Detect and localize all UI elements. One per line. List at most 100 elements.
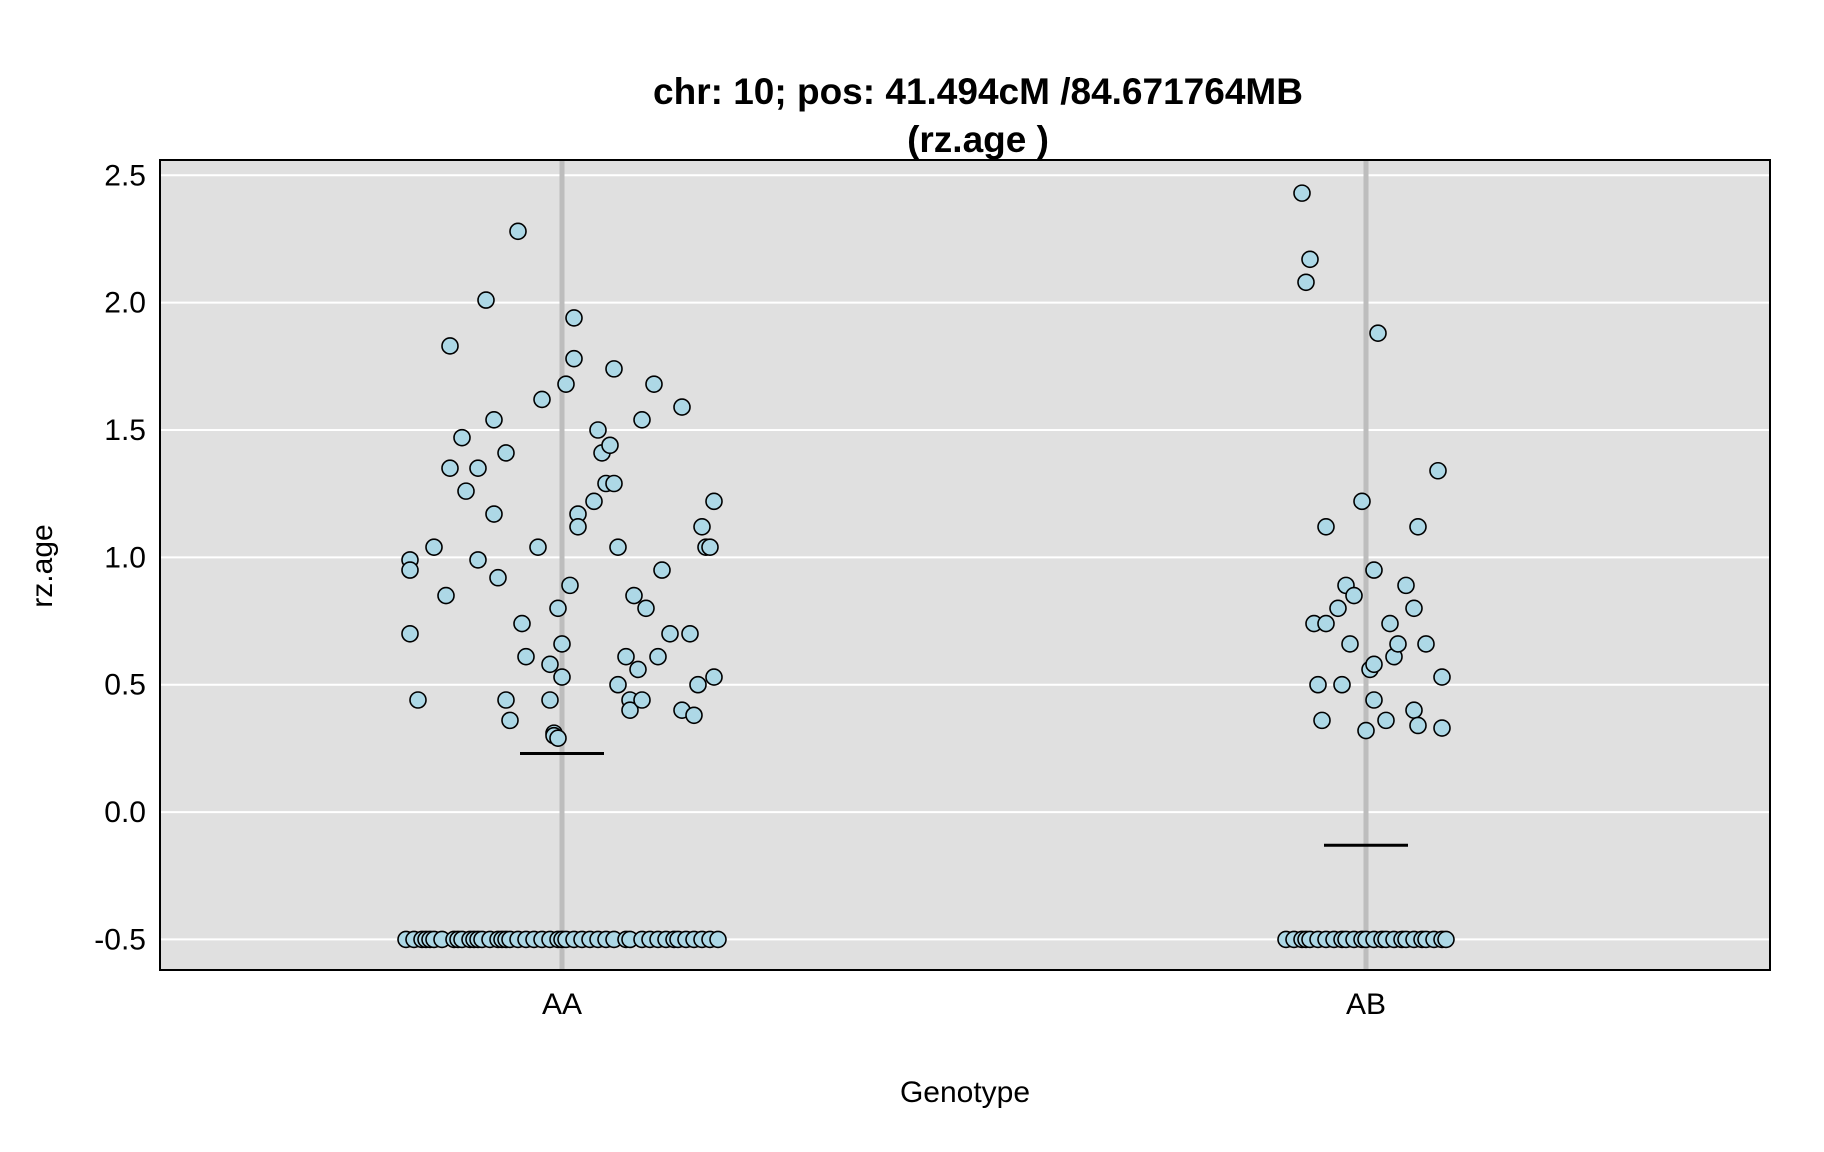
data-point <box>1341 635 1359 653</box>
data-point <box>1381 614 1399 633</box>
data-point <box>1389 635 1407 653</box>
category-lines <box>559 160 1369 970</box>
data-point <box>1377 711 1395 730</box>
data-point <box>693 517 711 536</box>
x-tick-labels: AA AB <box>542 988 1386 1021</box>
data-point <box>1293 184 1311 202</box>
data-point <box>457 482 475 500</box>
data-point <box>1333 675 1351 694</box>
data-point <box>441 337 459 355</box>
y-tick-label: -0.5 <box>94 923 146 956</box>
data-point <box>673 398 691 416</box>
data-point <box>569 517 587 536</box>
data-point <box>685 706 703 725</box>
x-axis-label: Genotype <box>900 1076 1030 1109</box>
y-tick-label: 2.5 <box>104 159 146 192</box>
data-point <box>557 375 575 393</box>
y-axis-label: rz.age <box>26 524 59 607</box>
data-point <box>453 428 471 447</box>
data-point <box>1437 930 1455 949</box>
data-point <box>425 538 443 556</box>
chart-title-line2: (rz.age ) <box>907 119 1049 160</box>
data-point <box>1317 614 1335 633</box>
data-point <box>553 635 571 653</box>
data-point <box>501 711 519 730</box>
data-point <box>497 691 515 709</box>
data-point <box>1433 719 1451 737</box>
grid-lines <box>160 174 1770 941</box>
data-point <box>653 561 671 579</box>
data-point <box>401 561 419 579</box>
data-point <box>709 930 727 949</box>
data-point <box>1345 586 1363 605</box>
data-point <box>649 647 667 666</box>
x-tick-label: AB <box>1346 988 1386 1021</box>
data-point <box>1365 691 1383 709</box>
data-point <box>705 492 723 511</box>
data-point <box>605 360 623 378</box>
data-point <box>541 691 559 709</box>
data-point <box>661 624 679 643</box>
data-point <box>485 411 503 429</box>
data-point <box>533 390 551 409</box>
data-point <box>585 492 603 511</box>
data-point <box>437 586 455 605</box>
data-point <box>1417 635 1435 653</box>
plot-panel <box>160 160 1770 970</box>
data-point <box>689 675 707 694</box>
y-tick-label: 1.5 <box>104 414 146 447</box>
y-tick-label: 0.0 <box>104 796 146 829</box>
data-point <box>485 505 503 523</box>
data-point <box>1353 492 1371 511</box>
y-tick-label: 1.0 <box>104 541 146 574</box>
data-point <box>409 691 427 709</box>
data-point <box>561 576 579 595</box>
data-point <box>609 538 627 556</box>
data-point <box>701 538 719 556</box>
data-point <box>1397 576 1415 595</box>
data-point <box>1317 517 1335 536</box>
data-point <box>513 614 531 633</box>
data-point <box>509 222 527 241</box>
data-point <box>1409 517 1427 536</box>
data-point <box>645 375 663 393</box>
data-point <box>469 459 487 478</box>
data-point <box>621 701 639 719</box>
data-point <box>605 474 623 493</box>
data-point <box>529 538 547 556</box>
data-point <box>705 668 723 686</box>
data-point <box>1365 655 1383 674</box>
data-point <box>553 668 571 686</box>
data-point <box>441 459 459 478</box>
data-point <box>1313 711 1331 730</box>
data-point <box>1329 599 1347 618</box>
data-point <box>617 647 635 666</box>
data-point <box>549 599 567 618</box>
data-point <box>541 655 559 674</box>
x-tick-label: AA <box>542 988 582 1021</box>
data-point <box>1369 324 1387 343</box>
data-point <box>1405 701 1423 719</box>
data-point <box>565 349 583 368</box>
data-point <box>401 624 419 643</box>
mean-lines <box>520 751 1408 847</box>
data-point <box>589 421 607 439</box>
data-point <box>1365 561 1383 579</box>
data-point <box>633 691 651 709</box>
data-point <box>1301 250 1319 269</box>
data-point <box>517 647 535 666</box>
data-point <box>1429 461 1447 480</box>
plot-border <box>159 159 1771 971</box>
y-tick-label: 0.5 <box>104 669 146 702</box>
data-point <box>549 729 567 748</box>
data-point <box>477 291 495 309</box>
data-point <box>601 436 619 455</box>
data-point <box>497 444 515 462</box>
y-tick-labels: -0.5 0.0 0.5 1.0 1.5 2.0 2.5 <box>94 159 146 956</box>
data-point <box>1357 721 1375 740</box>
data-point <box>633 411 651 429</box>
data-point <box>469 551 487 569</box>
data-point <box>1309 675 1327 694</box>
data-point <box>609 675 627 694</box>
